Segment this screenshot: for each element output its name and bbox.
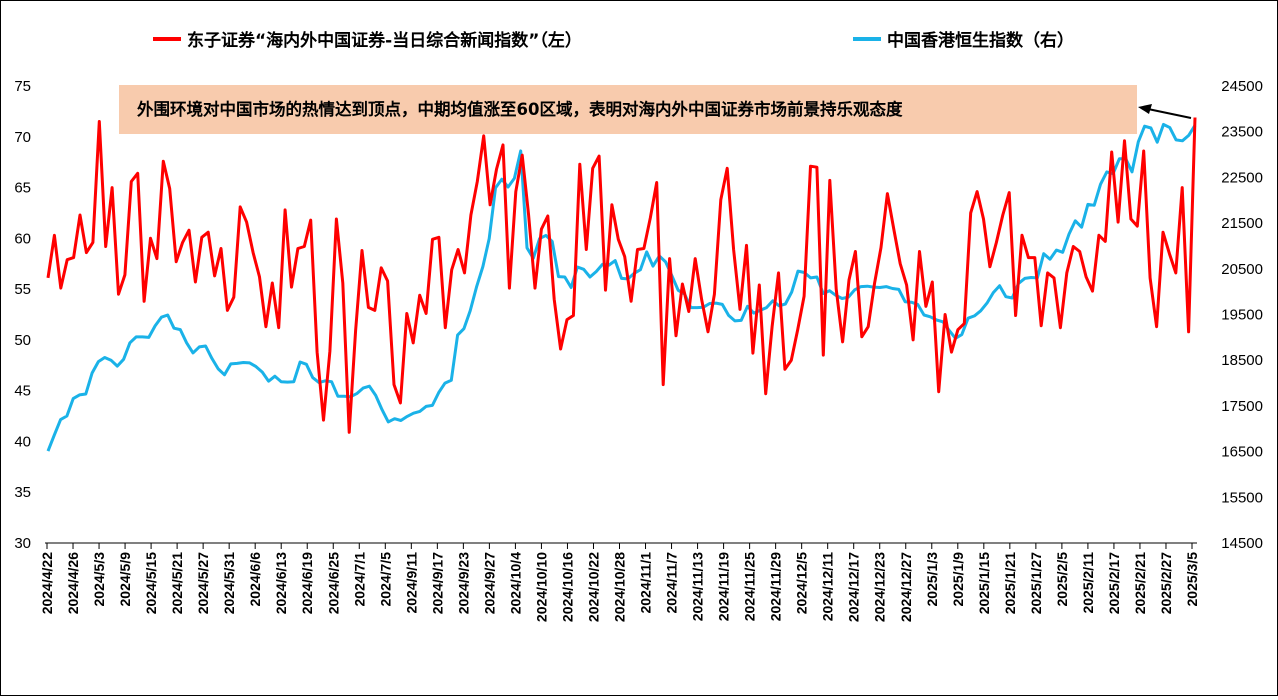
x-axis-ticks: 2024/4/22 2024/4/26 2024/5/3 2024/5/9 2024/5…: [39, 543, 1200, 622]
series-line-news-index: [46, 117, 1197, 434]
left-tick-label: 40: [14, 433, 31, 450]
x-tick-label: 2024/10/22: [585, 552, 601, 622]
x-tick-label: 2024/11/25: [742, 552, 758, 622]
x-tick-label: 2024/11/13: [690, 552, 706, 622]
x-tick-label: 2025/1/15: [976, 552, 992, 614]
x-tick-label: 2025/2/11: [1080, 552, 1096, 614]
left-tick-label: 45: [14, 383, 31, 400]
x-tick-label: 2025/1/27: [1028, 552, 1044, 614]
x-tick-label: 2024/5/21: [169, 552, 185, 614]
right-tick-label: 21500: [1221, 215, 1263, 232]
annotation-text: 外围环境对中国市场的热情达到顶点，中期均值涨至60区域，表明对海内外中国证券市场…: [137, 99, 903, 119]
left-tick-label: 55: [14, 281, 31, 298]
x-tick-label: 2024/5/3: [91, 552, 107, 607]
x-tick-label: 2025/1/3: [924, 552, 940, 607]
left-tick-label: 30: [14, 535, 31, 552]
x-tick-label: 2024/11/19: [716, 552, 732, 622]
right-tick-label: 22500: [1221, 169, 1263, 186]
x-tick-label: 2024/4/22: [39, 552, 55, 614]
x-tick-label: 2024/11/1: [638, 552, 654, 614]
x-tick-label: 2024/5/27: [195, 552, 211, 614]
x-tick-label: 2024/11/7: [664, 552, 680, 614]
annotation-arrow: [1147, 108, 1192, 119]
x-tick-label: 2024/12/23: [872, 552, 888, 622]
x-tick-label: 2024/6/13: [273, 552, 289, 614]
x-tick-label: 2024/4/26: [65, 552, 81, 614]
x-tick-label: 2025/2/27: [1158, 552, 1174, 614]
right-tick-label: 14500: [1221, 535, 1263, 552]
x-tick-label: 2024/9/27: [481, 552, 497, 614]
annotation-box: [119, 85, 1137, 134]
left-tick-label: 70: [14, 129, 31, 146]
right-tick-label: 20500: [1221, 261, 1263, 278]
legend: 东子证券“海内外中国证券-当日综合新闻指数”（左） 中国香港恒生指数（右）: [153, 30, 1074, 51]
x-tick-label: 2024/9/17: [429, 552, 445, 614]
x-tick-label: 2024/10/28: [612, 552, 628, 622]
right-tick-label: 17500: [1221, 398, 1263, 415]
x-tick-label: 2024/11/29: [768, 552, 784, 622]
series-line-hang-seng: [46, 122, 1197, 452]
x-tick-label: 2024/5/15: [143, 552, 159, 614]
x-tick-label: 2024/7/1: [351, 552, 367, 607]
x-tick-label: 2024/10/10: [533, 552, 549, 622]
x-tick-label: 2025/2/21: [1132, 552, 1148, 614]
left-tick-label: 75: [14, 78, 31, 95]
legend-label-hang-seng: 中国香港恒生指数（右）: [887, 30, 1074, 51]
x-tick-label: 2024/9/23: [455, 552, 471, 614]
right-axis-ticks: 14500 15500 16500 17500 18500 19500 20500 21500…: [1221, 78, 1263, 552]
annotation-arrowhead: [1138, 104, 1152, 114]
x-tick-label: 2024/6/25: [325, 552, 341, 614]
left-tick-label: 65: [14, 180, 31, 197]
right-tick-label: 19500: [1221, 307, 1263, 324]
right-tick-label: 23500: [1221, 124, 1263, 141]
left-tick-label: 60: [14, 230, 31, 247]
left-tick-label: 50: [14, 332, 31, 349]
x-tick-label: 2024/7/5: [377, 552, 393, 607]
x-tick-label: 2024/5/31: [221, 552, 237, 614]
x-tick-label: 2024/9/11: [403, 552, 419, 614]
x-tick-label: 2024/5/9: [117, 552, 133, 607]
left-tick-label: 35: [14, 484, 31, 501]
x-tick-label: 2025/3/5: [1184, 552, 1200, 607]
x-tick-label: 2024/12/27: [898, 552, 914, 622]
annotation: 外围环境对中国市场的热情达到顶点，中期均值涨至60区域，表明对海内外中国证券市场…: [119, 85, 1192, 134]
x-tick-label: 2025/2/17: [1106, 552, 1122, 614]
x-tick-label: 2024/10/16: [559, 552, 575, 622]
x-tick-label: 2024/10/4: [507, 552, 523, 614]
x-tick-label: 2025/2/5: [1054, 552, 1070, 607]
x-tick-label: 2024/6/19: [299, 552, 315, 614]
x-tick-label: 2025/1/9: [950, 552, 966, 607]
x-tick-label: 2024/6/6: [247, 552, 263, 607]
right-tick-label: 18500: [1221, 352, 1263, 369]
x-tick-label: 2024/12/5: [794, 552, 810, 614]
x-tick-label: 2024/12/17: [846, 552, 862, 622]
left-axis-ticks: 30 35 40 45 50 55 60 65 70 75: [14, 78, 31, 552]
x-tick-label: 2025/1/21: [1002, 552, 1018, 614]
right-tick-label: 24500: [1221, 78, 1263, 95]
right-tick-label: 16500: [1221, 444, 1263, 461]
x-tick-label: 2024/12/11: [820, 552, 836, 622]
right-tick-label: 15500: [1221, 489, 1263, 506]
legend-label-news-index: 东子证券“海内外中国证券-当日综合新闻指数”（左）: [187, 30, 582, 51]
